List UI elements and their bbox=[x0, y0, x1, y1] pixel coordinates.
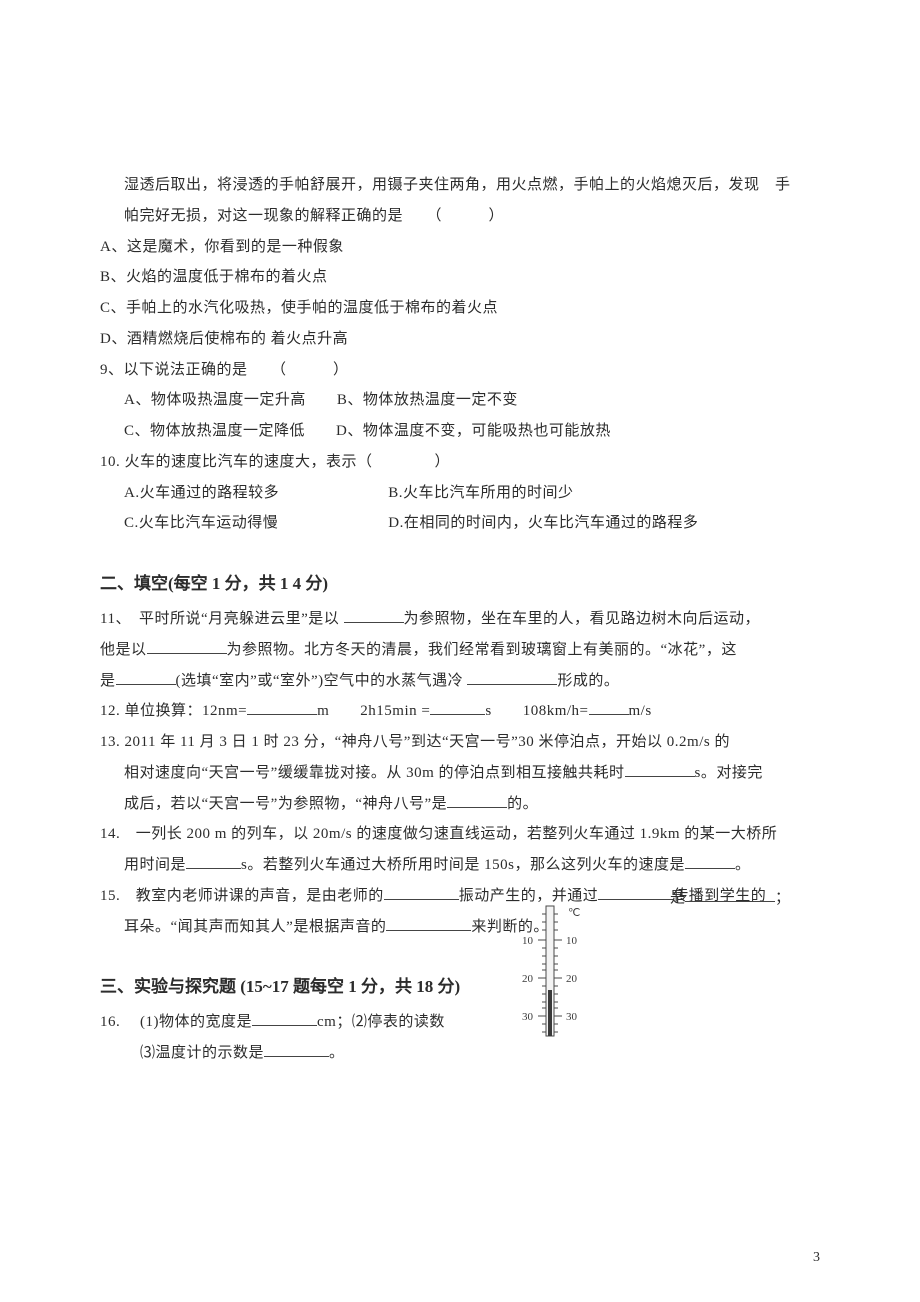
q11-line1: 11、 平时所说“月亮躲进云里”是以 为参照物，坐在车里的人，看见路边树木向后运… bbox=[100, 604, 820, 635]
blank bbox=[467, 669, 557, 685]
svg-text:30: 30 bbox=[522, 1011, 534, 1023]
q13-l2a: 相对速度向“天宫一号”缓缓靠拢对接。从 30m 的停泊点到相互接触共耗时 bbox=[124, 765, 625, 781]
q11-l2b: 为参照物。北方冬天的清晨，我们经常看到玻璃窗上有美丽的。“冰花”，这 bbox=[227, 642, 737, 658]
q8-opt-a: A、这是魔术，你看到的是一种假象 bbox=[100, 232, 820, 263]
q13-line3: 成后，若以“天宫一号”为参照物，“神舟八号”是 的。 bbox=[100, 789, 820, 820]
q15-l2a: 耳朵。“闻其声而知其人”是根据声音的 bbox=[124, 919, 386, 935]
section-3-title: 三、实验与探究题 (15~17 题每空 1 分，共 18 分) bbox=[100, 972, 820, 997]
q16-right-text: 是； bbox=[670, 886, 790, 907]
q14-l2c: 。 bbox=[735, 857, 751, 873]
blank bbox=[344, 607, 404, 623]
thermometer-icon: ℃ 10 10 20 20 30 30 bbox=[510, 902, 590, 1042]
blank bbox=[625, 761, 695, 777]
q12-d: m/s bbox=[629, 703, 652, 719]
q11-line2: 他是以 为参照物。北方冬天的清晨，我们经常看到玻璃窗上有美丽的。“冰花”，这 bbox=[100, 635, 820, 666]
svg-text:20: 20 bbox=[566, 973, 578, 985]
blank bbox=[264, 1041, 329, 1057]
q14-line2: 用时间是 s。若整列火车通过大桥所用时间是 150s，那么这列火车的速度是 。 bbox=[100, 850, 820, 881]
q8-opt-c: C、手帕上的水汽化吸热，使手帕的温度低于棉布的着火点 bbox=[100, 293, 820, 324]
q11-l1a: 11、 平时所说“月亮躲进云里”是以 bbox=[100, 611, 344, 627]
q10-opt-d: D.在相同的时间内，火车比汽车通过的路程多 bbox=[388, 515, 698, 531]
thermometer-figure: ℃ 10 10 20 20 30 30 bbox=[510, 902, 590, 1042]
q10-opt-c: C.火车比汽车运动得慢 bbox=[124, 508, 384, 539]
q16-l1c: 是 bbox=[670, 890, 685, 906]
q16-line2: ⑶温度计的示数是 。 bbox=[100, 1038, 820, 1069]
q13-l3a: 成后，若以“天宫一号”为参照物，“神舟八号”是 bbox=[124, 796, 447, 812]
page-number: 3 bbox=[813, 1250, 820, 1266]
q9-stem: 9、以下说法正确的是 （ ） bbox=[100, 355, 820, 386]
blank bbox=[685, 886, 775, 902]
blank bbox=[384, 884, 459, 900]
q15-l1a: 15. 教室内老师讲课的声音，是由老师的 bbox=[100, 888, 384, 904]
q16-l2b: 。 bbox=[329, 1045, 345, 1061]
blank bbox=[386, 915, 471, 931]
q16-l1d: ； bbox=[775, 890, 790, 906]
q10-opts-row1: A.火车通过的路程较多 B.火车比汽车所用的时间少 bbox=[100, 478, 820, 509]
blank bbox=[430, 699, 485, 715]
q13-line1: 13. 2011 年 11 月 3 日 1 时 23 分，“神舟八号”到达“天宫… bbox=[100, 727, 820, 758]
q9-opt-cd: C、物体放热温度一定降低 D、物体温度不变，可能吸热也可能放热 bbox=[100, 416, 820, 447]
q11-line3: 是 (选填“室内”或“室外”)空气中的水蒸气遇冷 形成的。 bbox=[100, 666, 820, 697]
blank bbox=[147, 638, 227, 654]
q10-opt-b: B.火车比汽车所用的时间少 bbox=[388, 485, 573, 501]
blank bbox=[186, 853, 241, 869]
q11-l1b: 为参照物，坐在车里的人，看见路边树木向后运动， bbox=[404, 611, 761, 627]
q8-opt-d: D、酒精燃烧后使棉布的 着火点升高 bbox=[100, 324, 820, 355]
q13-l2b: s。对接完 bbox=[695, 765, 763, 781]
q11-l3b: (选填“室内”或“室外”)空气中的水蒸气遇冷 bbox=[176, 673, 468, 689]
q14-l2a: 用时间是 bbox=[124, 857, 186, 873]
q10-opts-row2: C.火车比汽车运动得慢 D.在相同的时间内，火车比汽车通过的路程多 bbox=[100, 508, 820, 539]
q16-l1a: 16. (1)物体的宽度是 bbox=[100, 1014, 252, 1030]
blank bbox=[116, 669, 176, 685]
svg-text:10: 10 bbox=[522, 935, 534, 947]
blank bbox=[252, 1010, 317, 1026]
q10-stem: 10. 火车的速度比汽车的速度大，表示（ ） bbox=[100, 447, 820, 478]
blank bbox=[685, 853, 735, 869]
svg-text:30: 30 bbox=[566, 1011, 578, 1023]
blank bbox=[247, 699, 317, 715]
q12-b: m 2h15min = bbox=[317, 703, 430, 719]
q13-l3b: 的。 bbox=[507, 796, 538, 812]
q8-opt-b: B、火焰的温度低于棉布的着火点 bbox=[100, 262, 820, 293]
q14-l2b: s。若整列火车通过大桥所用时间是 150s，那么这列火车的速度是 bbox=[241, 857, 685, 873]
q11-l2a: 他是以 bbox=[100, 642, 147, 658]
q16-l2a: ⑶温度计的示数是 bbox=[140, 1045, 264, 1061]
blank bbox=[598, 884, 673, 900]
q10-opt-a: A.火车通过的路程较多 bbox=[124, 478, 384, 509]
q9-opt-ab: A、物体吸热温度一定升高 B、物体放热温度一定不变 bbox=[100, 385, 820, 416]
thermo-unit: ℃ bbox=[568, 907, 580, 919]
blank bbox=[447, 792, 507, 808]
q11-l3a: 是 bbox=[100, 673, 116, 689]
svg-text:20: 20 bbox=[522, 973, 534, 985]
q11-l3c: 形成的。 bbox=[557, 673, 619, 689]
q8-line2: 帕完好无损，对这一现象的解释正确的是 （ ） bbox=[100, 201, 820, 232]
blank bbox=[589, 699, 629, 715]
q16-line1: 16. (1)物体的宽度是 cm；⑵停表的读数 bbox=[100, 1007, 820, 1038]
section-2-title: 二、填空(每空 1 分，共 1 4 分) bbox=[100, 569, 820, 594]
q12-line: 12. 单位换算：12nm= m 2h15min = s 108km/h= m/s bbox=[100, 696, 820, 727]
q14-line1: 14. 一列长 200 m 的列车，以 20m/s 的速度做匀速直线运动，若整列… bbox=[100, 819, 820, 850]
q8-line1: 湿透后取出，将浸透的手帕舒展开，用镊子夹住两角，用火点燃，手帕上的火焰熄灭后，发… bbox=[100, 170, 820, 201]
q12-a: 12. 单位换算：12nm= bbox=[100, 703, 247, 719]
q15-line2: 耳朵。“闻其声而知其人”是根据声音的来判断的。 bbox=[100, 912, 820, 943]
q13-line2: 相对速度向“天宫一号”缓缓靠拢对接。从 30m 的停泊点到相互接触共耗时 s。对接… bbox=[100, 758, 820, 789]
q12-c: s 108km/h= bbox=[485, 703, 588, 719]
q16-l1b: cm；⑵停表的读数 bbox=[317, 1014, 445, 1030]
svg-text:10: 10 bbox=[566, 935, 578, 947]
